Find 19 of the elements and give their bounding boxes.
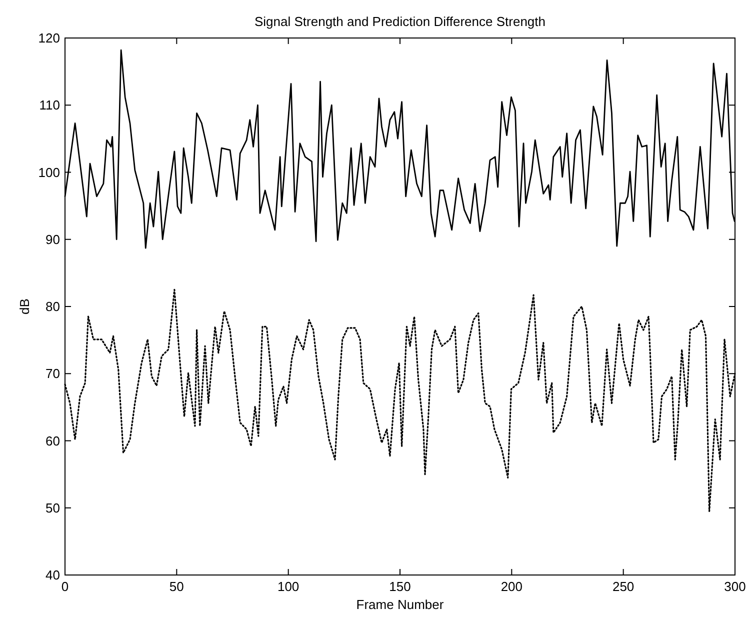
y-tick-label: 100 — [38, 164, 60, 180]
y-tick-label: 40 — [46, 568, 60, 582]
y-tick-label: 50 — [46, 500, 60, 516]
x-tick-label: 0 — [61, 579, 69, 594]
y-tick-label: 80 — [46, 299, 60, 314]
y-tick-label: 90 — [46, 232, 60, 247]
x-tick-label: 200 — [500, 579, 523, 594]
x-tick-label: 100 — [277, 579, 300, 594]
y-tick-label: 120 — [38, 30, 60, 46]
x-tick-label: 300 — [724, 579, 746, 594]
y-tick-label: 60 — [46, 433, 60, 448]
y-tick-label: 110 — [39, 98, 60, 113]
x-tick-label: 50 — [169, 579, 184, 594]
x-axis-title: Frame Number — [356, 597, 444, 612]
y-axis-title: dB — [17, 298, 32, 314]
y-tick-label: 70 — [46, 366, 60, 382]
chart-title: Signal Strength and Prediction Difference Strength — [254, 14, 546, 29]
x-tick-label: 250 — [612, 579, 634, 594]
x-tick-label: 150 — [389, 579, 411, 594]
